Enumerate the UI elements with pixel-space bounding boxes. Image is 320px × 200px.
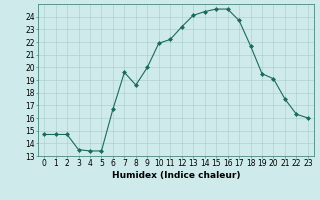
X-axis label: Humidex (Indice chaleur): Humidex (Indice chaleur) xyxy=(112,171,240,180)
